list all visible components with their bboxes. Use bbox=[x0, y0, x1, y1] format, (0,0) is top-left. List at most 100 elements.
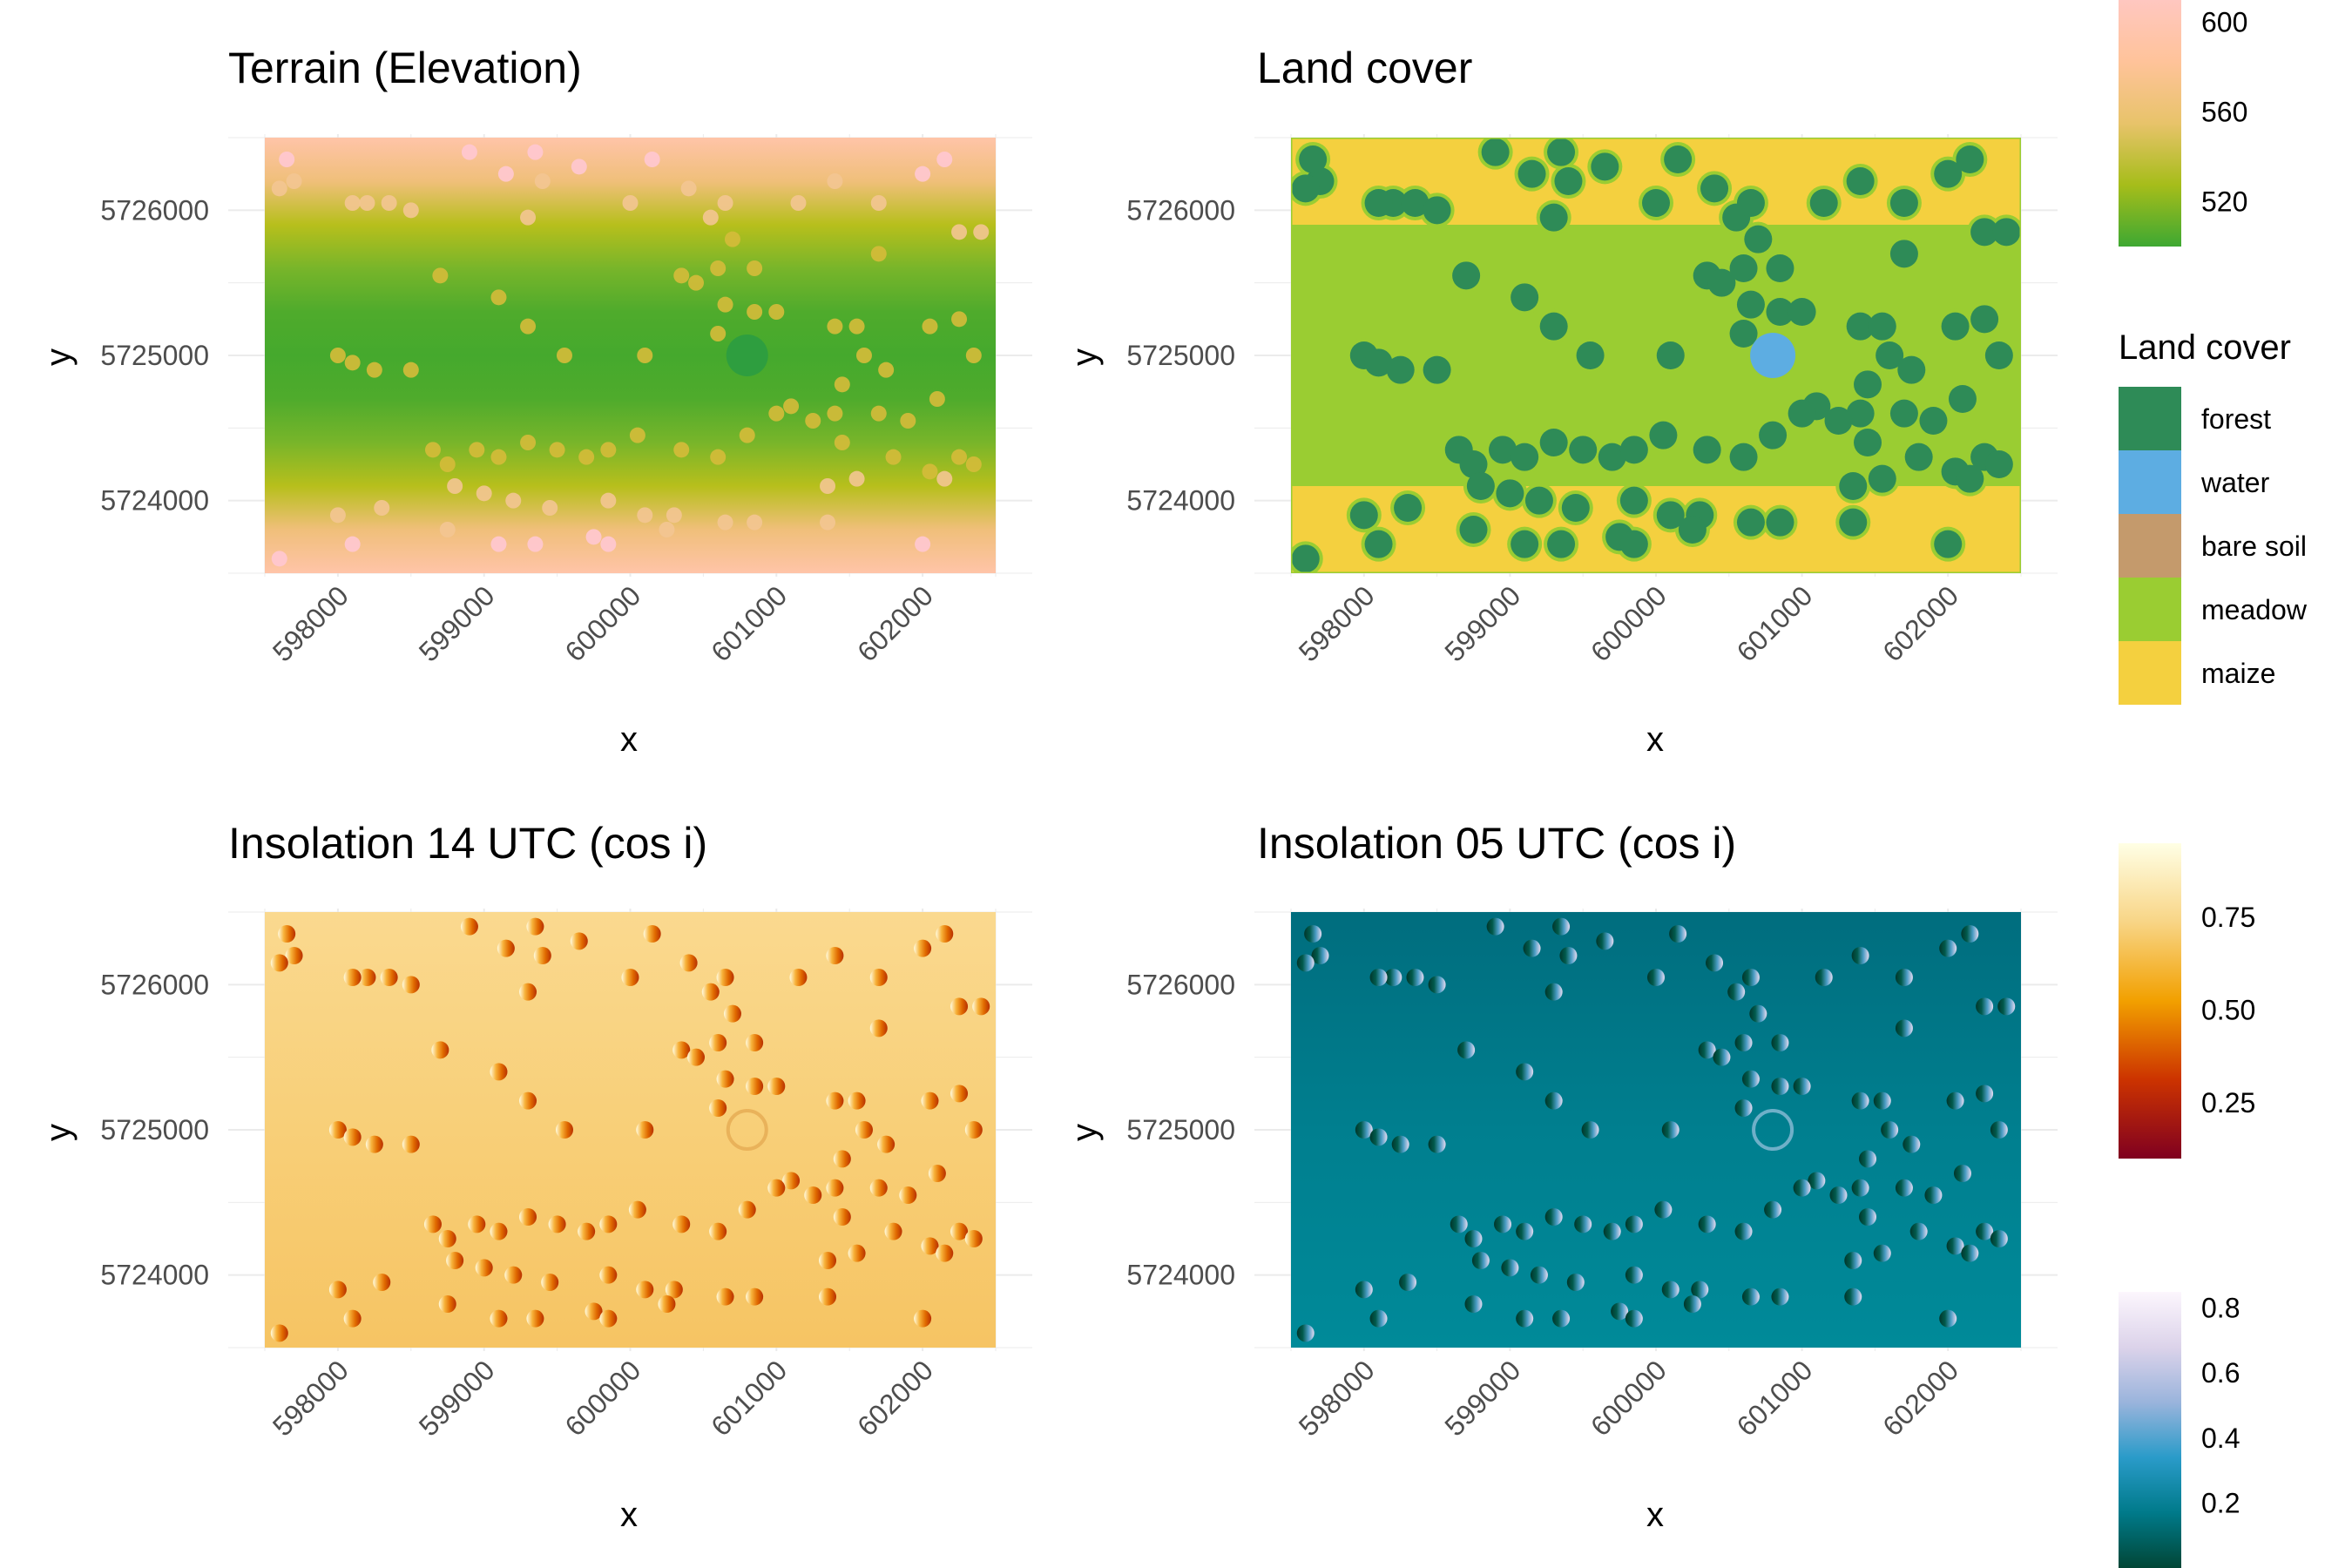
terrain-bump bbox=[381, 195, 397, 211]
insolation-bump bbox=[1706, 954, 1724, 972]
insolation-bump bbox=[636, 1281, 654, 1299]
terrain-bump bbox=[542, 500, 558, 516]
forest-patch bbox=[1569, 436, 1598, 464]
terrain-bump bbox=[469, 442, 485, 458]
terrain-bump bbox=[329, 348, 346, 363]
terrain-bump bbox=[965, 456, 982, 472]
terrain-bump bbox=[710, 260, 727, 276]
insolation-bump bbox=[833, 1150, 851, 1168]
terrain-bump bbox=[834, 376, 850, 393]
insolation-bump bbox=[672, 1215, 691, 1233]
forest-patch bbox=[1489, 436, 1517, 464]
forest-patch bbox=[1766, 298, 1794, 326]
insolation-bump bbox=[1369, 969, 1388, 986]
insolation-bump bbox=[1647, 969, 1665, 986]
legend-item-maize: maize bbox=[2119, 641, 2275, 705]
insolation-bump bbox=[1428, 1135, 1446, 1153]
forest-patch bbox=[1766, 508, 1794, 537]
terrain-bump bbox=[680, 180, 697, 197]
landcover-raster bbox=[1291, 138, 2021, 573]
insolation-bump bbox=[1603, 1222, 1621, 1240]
insolation-bump bbox=[1953, 1165, 1971, 1182]
insolation-bump bbox=[1859, 1150, 1877, 1168]
legend-tick-label: 0.2 bbox=[2201, 1487, 2240, 1518]
insolation-bump bbox=[526, 1309, 544, 1328]
forest-patch bbox=[1984, 341, 2013, 369]
terrain-bump bbox=[710, 449, 727, 465]
y-axis-title: y bbox=[1065, 348, 1104, 366]
terrain-bump bbox=[600, 536, 617, 552]
insolation-bump bbox=[1771, 1078, 1789, 1095]
water-pond bbox=[1750, 333, 1796, 378]
legend-landcover: Land cover forest water bare soil meadow… bbox=[2119, 328, 2308, 705]
terrain-bump bbox=[271, 551, 287, 567]
terrain-bump bbox=[520, 209, 537, 226]
insolation-bump bbox=[1939, 939, 1957, 957]
insolation-bump bbox=[519, 1208, 537, 1226]
forest-patch bbox=[1459, 450, 1488, 478]
insolation-bump bbox=[497, 939, 515, 957]
terrain-bump bbox=[702, 209, 719, 226]
legend-swatch bbox=[2119, 387, 2181, 450]
terrain-bump bbox=[739, 427, 755, 443]
forest-patch bbox=[1496, 479, 1524, 508]
insolation-bump bbox=[1829, 1186, 1848, 1204]
terrain-bump bbox=[534, 173, 551, 189]
insolation-bump bbox=[848, 1092, 866, 1110]
insolation-bump bbox=[936, 1244, 954, 1262]
insolation-bump bbox=[826, 1179, 844, 1197]
terrain-bump bbox=[520, 318, 537, 335]
insolation-bump bbox=[1698, 1041, 1716, 1059]
insolation-bump bbox=[628, 1200, 646, 1219]
forest-patch bbox=[1598, 443, 1626, 471]
forest-patch bbox=[1619, 436, 1648, 464]
forest-patch bbox=[1423, 196, 1451, 225]
terrain-bump bbox=[827, 318, 843, 335]
insolation-bump bbox=[723, 1004, 741, 1023]
insolation-bump bbox=[1698, 1215, 1716, 1233]
terrain-bump bbox=[710, 326, 727, 341]
insolation-bump bbox=[1369, 1309, 1388, 1328]
insolation-bump bbox=[1406, 969, 1424, 986]
insolation-bump bbox=[1464, 1230, 1483, 1247]
legend-label: water bbox=[2200, 467, 2270, 498]
forest-patch bbox=[1459, 516, 1488, 544]
insolation-bump bbox=[1611, 1302, 1629, 1321]
forest-patch bbox=[1511, 283, 1539, 312]
x-axis-title: x bbox=[1646, 1496, 1664, 1534]
x-tick-labels: 598000 599000 600000 601000 602000 bbox=[267, 1354, 939, 1442]
terrain-bump bbox=[747, 260, 763, 276]
terrain-bump bbox=[549, 442, 565, 458]
insolation-05-raster bbox=[1291, 912, 2021, 1348]
terrain-bump bbox=[271, 180, 287, 197]
insolation-bump bbox=[1516, 1222, 1534, 1240]
insolation-bump bbox=[1976, 997, 1994, 1016]
x-tick-label: 602000 bbox=[851, 579, 939, 667]
insolation-bump bbox=[1749, 1004, 1767, 1023]
insolation-bump bbox=[1596, 932, 1614, 950]
insolation-bump bbox=[328, 1281, 347, 1299]
insolation-bump bbox=[1574, 1215, 1592, 1233]
forest-patch bbox=[1364, 530, 1393, 558]
forest-patch bbox=[1291, 174, 1320, 203]
insolation-bump bbox=[869, 969, 888, 986]
y-tick-label: 5726000 bbox=[100, 969, 209, 1000]
forest-patch bbox=[1868, 312, 1896, 341]
insolation-bump bbox=[1976, 1222, 1994, 1240]
insolation-bump bbox=[358, 969, 376, 986]
forest-patch bbox=[1846, 312, 1875, 341]
insolation-bump bbox=[438, 1295, 456, 1313]
insolation-bump bbox=[687, 1048, 706, 1066]
insolation-bump bbox=[1391, 1135, 1409, 1153]
insolation-bump bbox=[343, 969, 362, 986]
legend-tick-label: 0.25 bbox=[2201, 1087, 2255, 1119]
terrain-bump bbox=[870, 405, 887, 422]
insolation-bump bbox=[921, 1092, 939, 1110]
insolation-bump bbox=[1844, 1288, 1862, 1306]
terrain-bump bbox=[870, 246, 887, 262]
insolation-bump bbox=[921, 1237, 939, 1255]
forest-patch bbox=[1547, 530, 1576, 558]
x-tick-label: 599000 bbox=[413, 1354, 501, 1442]
insolation-bump bbox=[964, 1121, 983, 1139]
terrain-bump bbox=[900, 413, 916, 429]
